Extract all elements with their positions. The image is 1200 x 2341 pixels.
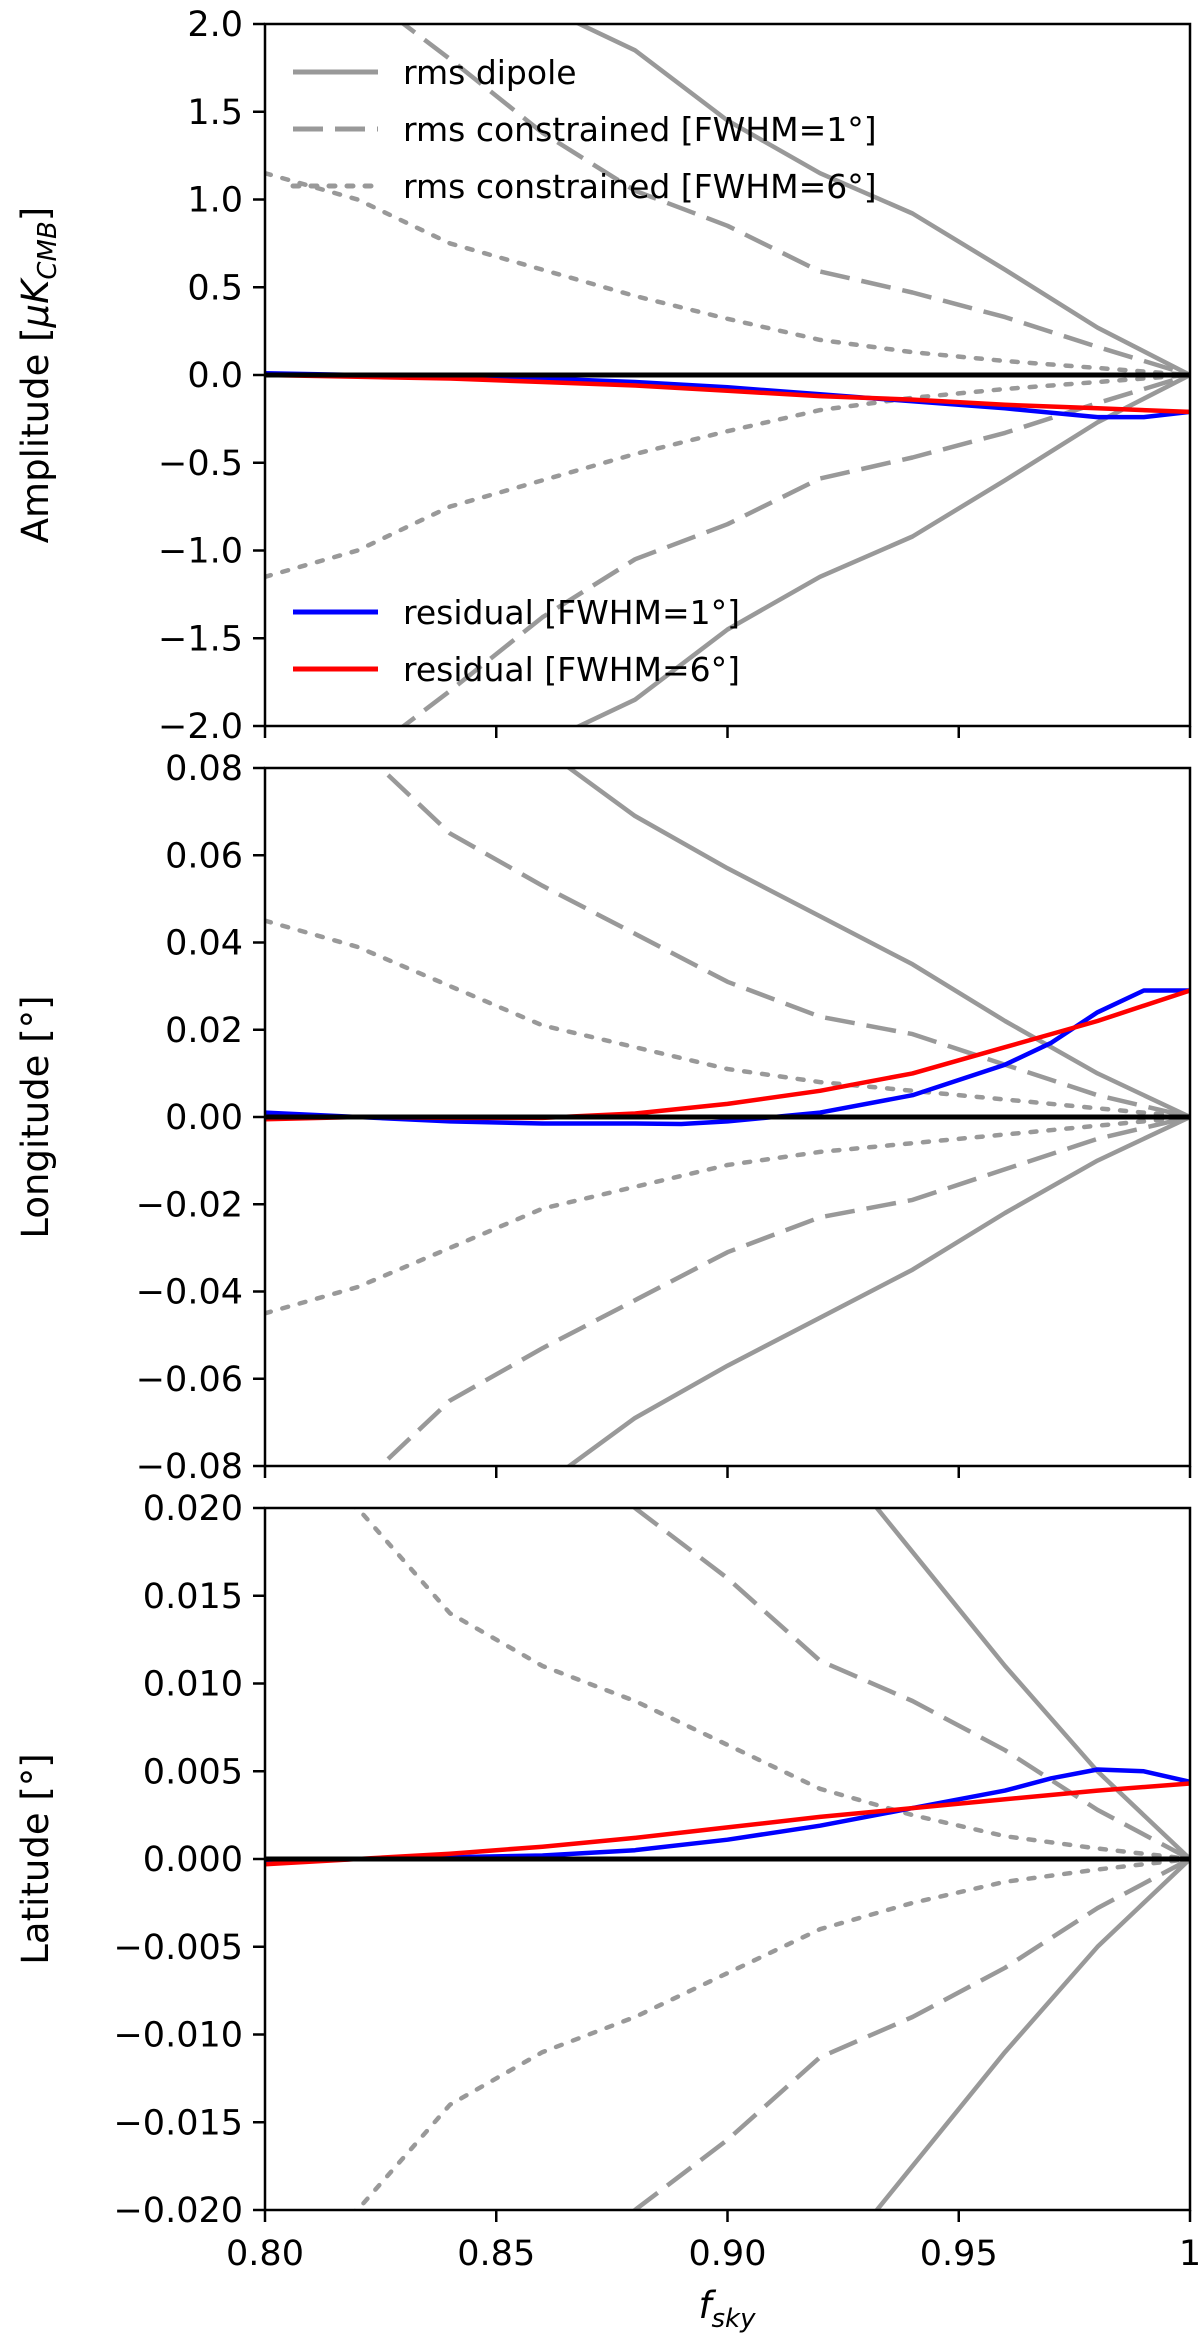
series-line-amplitude-0	[574, 24, 1190, 378]
plot-area-amplitude	[265, 24, 1190, 726]
ytick-label-amplitude-4: 0.0	[187, 356, 243, 396]
series-line-longitude-2	[265, 918, 1190, 1120]
series-line-latitude-3	[265, 1767, 1190, 1865]
ytick-label-longitude-1: 0.06	[165, 836, 243, 876]
x-axis-title: fsky	[698, 2284, 756, 2334]
series-line-mirror-longitude-2	[265, 1114, 1190, 1316]
ytick-label-latitude-8: −0.020	[113, 2191, 243, 2231]
legend-label-1: rms constrained [FWHM=1°]	[403, 110, 877, 149]
ytick-label-amplitude-3: 0.5	[187, 268, 243, 308]
ytick-label-latitude-2: 0.010	[143, 1665, 243, 1705]
ytick-label-longitude-8: −0.08	[136, 1447, 243, 1487]
ytick-label-longitude-7: −0.06	[136, 1360, 243, 1400]
series-line-longitude-0	[565, 768, 1190, 1120]
ytick-label-amplitude-8: −2.0	[158, 707, 243, 747]
ytick-label-amplitude-1: 1.5	[187, 93, 243, 133]
series-line-mirror-amplitude-2	[265, 372, 1190, 580]
series-line-latitude-2	[351, 1508, 1190, 1862]
xtick-label-3: 0.95	[920, 2234, 998, 2274]
ytick-label-latitude-6: −0.010	[113, 2016, 243, 2056]
series-line-latitude-0	[874, 1508, 1190, 1861]
ytick-label-latitude-1: 0.015	[143, 1577, 243, 1617]
legend-label-3: residual [FWHM=1°]	[403, 593, 740, 632]
series-line-mirror-latitude-1	[631, 1857, 1190, 2210]
xtick-label-0: 0.80	[226, 2234, 304, 2274]
series-line-mirror-latitude-2	[351, 1856, 1190, 2210]
series-line-mirror-amplitude-1	[400, 372, 1190, 726]
series-line-longitude-4	[265, 988, 1190, 1122]
series-line-latitude-4	[265, 1781, 1190, 1867]
ytick-label-amplitude-7: −1.5	[158, 619, 243, 659]
ytick-label-longitude-2: 0.04	[165, 924, 243, 964]
y-axis-title-latitude: Latitude [°]	[14, 1753, 57, 1964]
ytick-label-latitude-0: 0.020	[143, 1489, 243, 1529]
y-axis-title-amplitude: Amplitude [μKCMB]	[14, 207, 63, 544]
ytick-label-longitude-5: −0.02	[136, 1185, 243, 1225]
series-line-mirror-longitude-0	[565, 1114, 1190, 1466]
series-line-amplitude-4	[265, 372, 1190, 415]
y-axis-title-longitude: Longitude [°]	[14, 995, 57, 1238]
series-line-amplitude-2	[265, 170, 1190, 378]
ytick-label-longitude-0: 0.08	[165, 749, 243, 789]
series-line-mirror-amplitude-0	[574, 372, 1190, 726]
ytick-label-latitude-5: −0.005	[113, 1928, 243, 1968]
ytick-label-amplitude-5: −0.5	[158, 444, 243, 484]
legend-label-2: rms constrained [FWHM=6°]	[403, 167, 877, 206]
ytick-label-longitude-3: 0.02	[165, 1011, 243, 1051]
ytick-label-latitude-7: −0.015	[113, 2103, 243, 2143]
xtick-label-4: 1	[1179, 2234, 1200, 2274]
ytick-label-amplitude-6: −1.0	[158, 532, 243, 572]
legend-label-4: residual [FWHM=6°]	[403, 650, 740, 689]
series-line-amplitude-1	[400, 24, 1190, 378]
ytick-label-longitude-4: 0.00	[165, 1098, 243, 1138]
series-line-latitude-1	[631, 1508, 1190, 1861]
ytick-label-longitude-6: −0.04	[136, 1273, 243, 1313]
ytick-label-amplitude-0: 2.0	[187, 5, 243, 45]
ytick-label-amplitude-2: 1.0	[187, 181, 243, 221]
xtick-label-2: 0.90	[689, 2234, 767, 2274]
plot-area-latitude	[265, 1508, 1190, 2210]
series-line-longitude-1	[377, 768, 1190, 1120]
series-line-mirror-longitude-1	[377, 1114, 1190, 1466]
xtick-label-1: 0.85	[457, 2234, 535, 2274]
ytick-label-latitude-3: 0.005	[143, 1752, 243, 1792]
ytick-label-latitude-4: 0.000	[143, 1840, 243, 1880]
series-line-mirror-latitude-0	[874, 1857, 1190, 2210]
legend-label-0: rms dipole	[403, 53, 577, 92]
